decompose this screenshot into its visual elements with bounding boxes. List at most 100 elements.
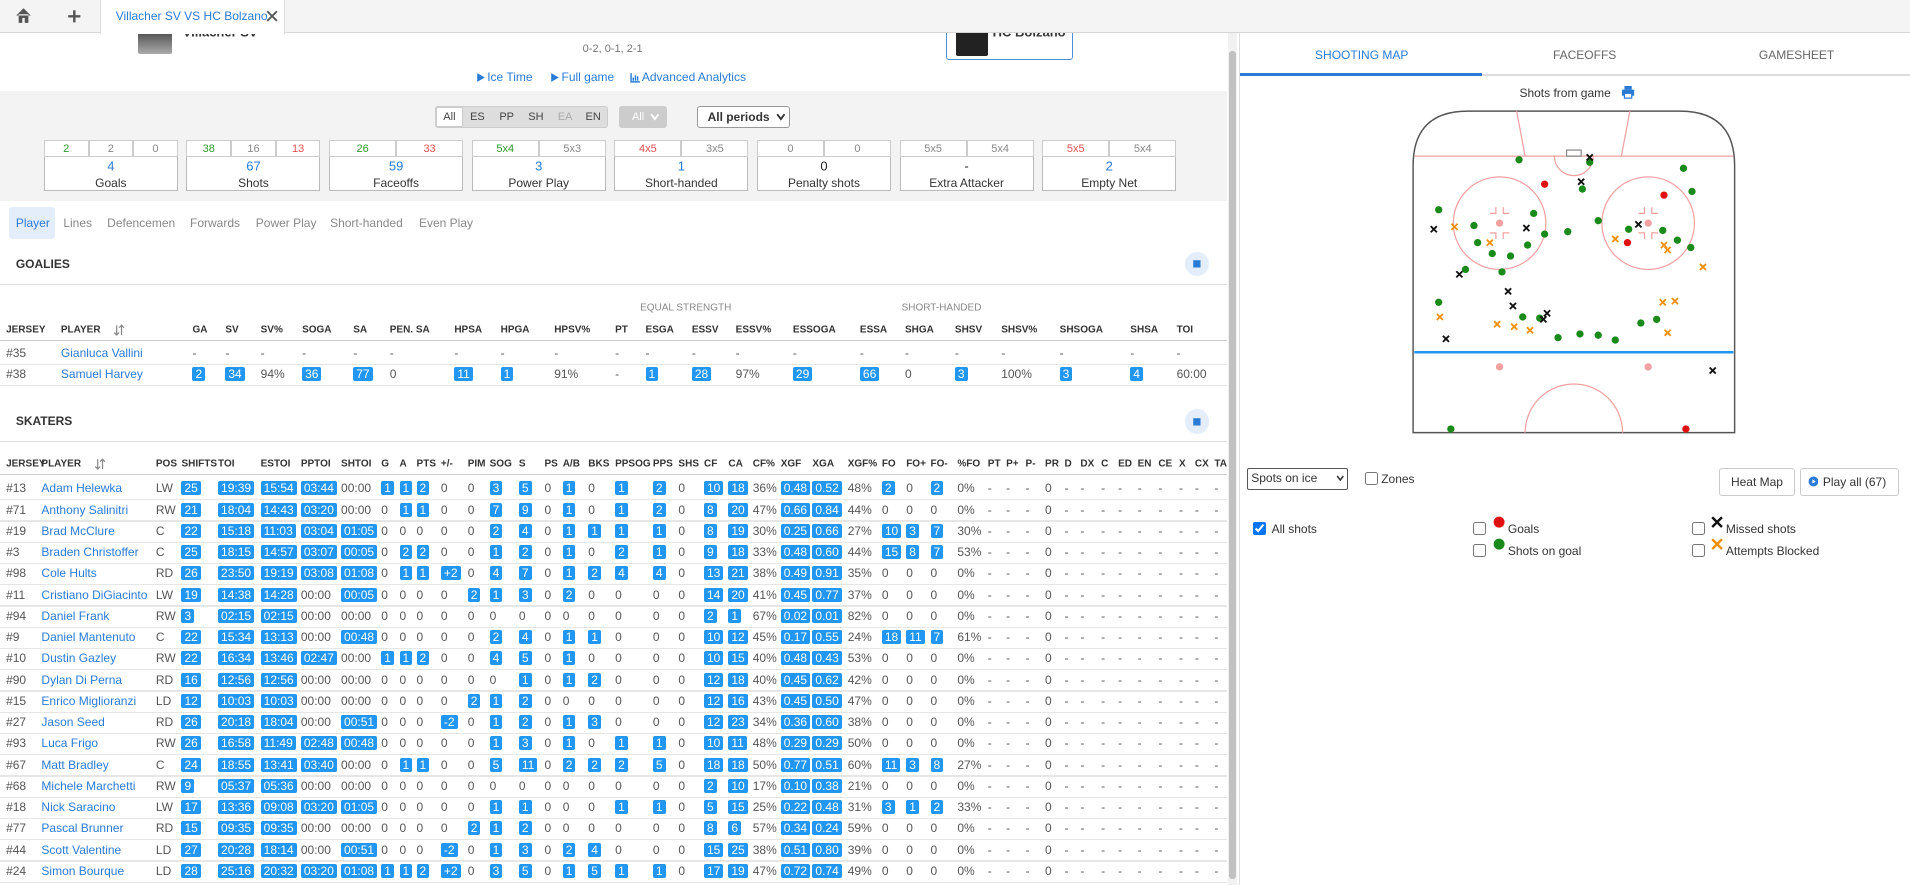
- stat-cell: 0: [906, 672, 913, 687]
- checkbox[interactable]: [1365, 471, 1379, 485]
- checkbox[interactable]: [1472, 521, 1486, 535]
- stat-cell: -: [353, 346, 358, 361]
- checkbox[interactable]: [1691, 543, 1705, 557]
- stat-badge: 1: [562, 630, 576, 645]
- strength-button[interactable]: EA: [557, 110, 573, 123]
- stat-cell: #68: [6, 778, 27, 793]
- stat-cell: -: [1025, 481, 1030, 496]
- player-name[interactable]: Adam Helewka: [41, 481, 123, 496]
- player-name[interactable]: Nick Saracino: [41, 800, 116, 815]
- stat-cell: -: [987, 523, 992, 538]
- panel-tab[interactable]: FACEOFFS: [1552, 47, 1617, 62]
- stat-badge: 34: [225, 367, 245, 382]
- stat-badge: 1: [562, 566, 576, 581]
- header-link[interactable]: Full game: [561, 69, 615, 84]
- player-name[interactable]: Cristiano DiGiacinto: [41, 587, 148, 602]
- player-name[interactable]: Dustin Gazley: [41, 651, 117, 666]
- view-tab[interactable]: Forwards: [190, 215, 241, 230]
- header-link[interactable]: Advanced Analytics: [641, 69, 746, 84]
- row-divider: [0, 605, 1227, 607]
- strength-button[interactable]: All: [436, 107, 463, 127]
- stat-cell: 27%: [957, 757, 982, 772]
- stat-cell: -: [1214, 481, 1219, 496]
- home-button[interactable]: [15, 7, 32, 24]
- player-name[interactable]: Pascal Brunner: [41, 821, 124, 836]
- stat-cell: #77: [6, 821, 27, 836]
- strength-button[interactable]: ES: [470, 110, 485, 123]
- heat-map-button[interactable]: Heat Map: [1718, 467, 1796, 496]
- checkbox[interactable]: [1691, 521, 1705, 535]
- view-tab[interactable]: Power Play: [255, 215, 317, 230]
- player-name[interactable]: Michele Marchetti: [41, 778, 136, 793]
- period-select[interactable]: All periods: [696, 105, 791, 128]
- column-header: PTS: [416, 458, 436, 470]
- close-tab[interactable]: [266, 10, 278, 22]
- player-name[interactable]: Luca Frigo: [41, 736, 99, 751]
- player-name[interactable]: Jason Seed: [41, 715, 105, 730]
- panel-tab[interactable]: SHOOTING MAP: [1315, 47, 1409, 62]
- stat-cell: -: [1194, 608, 1199, 623]
- player-name[interactable]: Simon Bourque: [41, 863, 125, 878]
- stat-cell: #35: [6, 346, 27, 361]
- header-link[interactable]: Ice Time: [487, 69, 533, 84]
- view-select[interactable]: Spots on ice: [1247, 467, 1349, 490]
- player-name[interactable]: Cole Hults: [41, 566, 97, 581]
- player-name[interactable]: Enrico Miglioranzi: [41, 693, 137, 708]
- stat-badge: 1: [518, 672, 532, 687]
- stat-cell: -: [1214, 545, 1219, 560]
- player-name[interactable]: Daniel Mantenuto: [41, 630, 136, 645]
- player-name[interactable]: Scott Valentine: [41, 842, 122, 857]
- view-tab[interactable]: Lines: [63, 215, 93, 230]
- player-name[interactable]: Brad McClure: [41, 523, 115, 538]
- stat-badge: 0.50: [812, 693, 842, 708]
- stat-cell: -: [987, 502, 992, 517]
- row-divider: [0, 541, 1227, 543]
- player-name[interactable]: Anthony Salinitri: [41, 502, 129, 517]
- player-name[interactable]: Dylan Di Perna: [41, 672, 123, 687]
- player-name[interactable]: Braden Christoffer: [41, 545, 139, 560]
- new-tab-button[interactable]: [67, 9, 82, 24]
- stat-cell: -: [1179, 587, 1184, 602]
- stat-cell: 0: [489, 778, 497, 793]
- column-header: FO: [881, 458, 896, 470]
- stat-badge: 14:38: [218, 587, 255, 602]
- view-tab[interactable]: Defencemen: [107, 215, 176, 230]
- view-tab[interactable]: Short-handed: [330, 215, 403, 230]
- stat-cell: 0: [588, 502, 595, 517]
- stat-badge: 0.36: [780, 715, 811, 730]
- checkbox[interactable]: [1253, 521, 1267, 535]
- player-name[interactable]: Daniel Frank: [41, 608, 110, 623]
- stat-badge: 15: [881, 545, 902, 560]
- player-name[interactable]: Gianluca Vallini: [60, 346, 143, 361]
- stat-badge: 3: [906, 757, 919, 772]
- team-select[interactable]: All: [618, 105, 668, 128]
- player-name[interactable]: Matt Bradley: [41, 757, 109, 772]
- stat-badge: 0.29: [780, 736, 811, 751]
- stat-badge: 0.48: [812, 800, 842, 815]
- stat-badge: 0.60: [812, 545, 842, 560]
- stat-badge: 2: [518, 715, 532, 730]
- column-header: SV%: [260, 324, 283, 336]
- stat-cell: 00:00: [300, 715, 331, 730]
- stat-cell: 0: [416, 672, 424, 687]
- play-all-button[interactable]: Play all (67): [1800, 467, 1899, 496]
- stat-badge: 19:19: [260, 566, 297, 581]
- view-tab[interactable]: Player: [15, 215, 50, 230]
- view-tab[interactable]: Even Play: [418, 215, 474, 230]
- stat-cell: 0: [678, 821, 686, 836]
- strength-button[interactable]: SH: [528, 110, 544, 123]
- row-divider: [0, 775, 1227, 777]
- stat-badge: 4: [518, 523, 532, 538]
- active-tab[interactable]: [99, 0, 285, 35]
- print-icon[interactable]: [1622, 86, 1635, 99]
- stat-cell: -: [389, 346, 394, 361]
- stat-badge: 0.48: [780, 545, 811, 560]
- stat-badge: 14:28: [260, 587, 297, 602]
- tab-title[interactable]: Villacher SV VS HC Bolzano: [115, 8, 268, 23]
- stat-cell: RW: [155, 778, 176, 793]
- panel-tab[interactable]: GAMESHEET: [1758, 47, 1835, 62]
- strength-button[interactable]: PP: [499, 110, 515, 123]
- player-name[interactable]: Samuel Harvey: [60, 367, 143, 382]
- checkbox[interactable]: [1472, 543, 1486, 557]
- strength-button[interactable]: EN: [585, 110, 601, 123]
